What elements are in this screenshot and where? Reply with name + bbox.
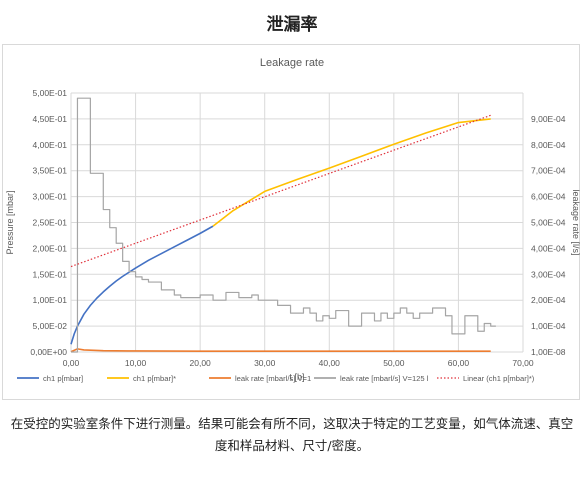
x-tick-label: 60,00: [448, 358, 470, 368]
caption: 在受控的实验室条件下进行测量。结果可能会有所不同，这取决于特定的工艺变量，如气体…: [0, 413, 584, 457]
y2-axis-label: leakage rate [l/s]: [571, 189, 581, 255]
series-line-5: [70, 114, 491, 268]
y-tick-label: 3,50E-01: [33, 166, 68, 176]
legend-label-3: leak rate [mbarl/s] V=1: [235, 374, 311, 383]
y2-tick-label: 9,00E-04: [531, 114, 566, 124]
y-tick-label: 4,50E-01: [33, 114, 68, 124]
y2-tick-label: 3,00E-04: [531, 269, 566, 279]
caption-line-2: 度和样品材料、尺寸/密度。: [214, 438, 370, 453]
y-tick-label: 2,00E-01: [33, 243, 68, 253]
legend-label-4: leak rate [mbarl/s] V=125 l: [340, 374, 429, 383]
y-tick-label: 2,50E-01: [33, 218, 68, 228]
x-tick-label: 40,00: [319, 358, 341, 368]
x-axis-label: t [h]: [289, 372, 304, 382]
y2-tick-label: 8,00E-04: [531, 140, 566, 150]
x-tick-label: 70,00: [512, 358, 534, 368]
series-line-1: [70, 225, 214, 345]
leakage-rate-chart: Leakage rate Pressure [mbar] leakage rat…: [5, 57, 581, 383]
series-line-2: [212, 118, 491, 227]
y2-tick-label: 5,00E-04: [531, 218, 566, 228]
y2-tick-label: 1,00E-04: [531, 321, 566, 331]
legend-label-5: Linear (ch1 p[mbar]*): [463, 374, 535, 383]
y2-tick-label: 6,00E-04: [531, 192, 566, 202]
y-tick-label: 1,00E-01: [33, 295, 68, 305]
y2-tick-label: 1,00E-08: [531, 347, 566, 357]
y-tick-label: 1,50E-01: [33, 269, 68, 279]
x-tick-label: 20,00: [190, 358, 212, 368]
chart-container: Leakage rate Pressure [mbar] leakage rat…: [2, 44, 581, 400]
legend-label-2: ch1 p[mbar]*: [133, 374, 176, 383]
y-tick-label: 0,00E+00: [30, 347, 67, 357]
y-tick-label: 3,00E-01: [33, 192, 68, 202]
y2-tick-label: 7,00E-04: [531, 166, 566, 176]
caption-line-1: 在受控的实验室条件下进行测量。结果可能会有所不同，这取决于特定的工艺变量，如气体…: [10, 416, 574, 431]
x-tick-label: 30,00: [254, 358, 276, 368]
x-tick-label: 50,00: [383, 358, 405, 368]
y-tick-label: 4,00E-01: [33, 140, 68, 150]
page-title: 泄漏率: [266, 15, 318, 35]
series-line-3: [70, 348, 491, 353]
y-tick-label: 5,00E-01: [33, 88, 68, 98]
y2-tick-label: 2,00E-04: [531, 295, 566, 305]
y2-tick-label: 4,00E-04: [531, 243, 566, 253]
x-tick-label: 0,00: [63, 358, 80, 368]
chart-title: Leakage rate: [260, 57, 324, 69]
y-axis-label: Pressure [mbar]: [5, 190, 15, 254]
y-tick-label: 5,00E-02: [33, 321, 68, 331]
series-line-4: [71, 97, 496, 353]
legend-label-1: ch1 p[mbar]: [43, 374, 83, 383]
x-tick-label: 10,00: [125, 358, 147, 368]
